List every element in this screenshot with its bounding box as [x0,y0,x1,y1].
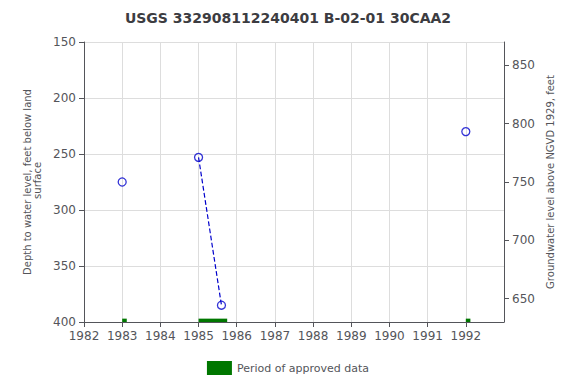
svg-text:350: 350 [53,259,76,273]
svg-text:1988: 1988 [298,329,329,343]
svg-text:150: 150 [53,35,76,49]
svg-text:1986: 1986 [221,329,252,343]
svg-text:USGS 332908112240401 B-02-01 3: USGS 332908112240401 B-02-01 30CAA2 [125,10,451,26]
svg-text:Depth to water level, feet bel: Depth to water level, feet below land [21,89,33,275]
svg-text:650: 650 [512,292,535,306]
svg-text:700: 700 [512,233,535,247]
svg-text:1983: 1983 [107,329,138,343]
svg-text:1987: 1987 [260,329,291,343]
svg-text:200: 200 [53,91,76,105]
svg-text:800: 800 [512,117,535,131]
svg-text:1985: 1985 [183,329,214,343]
svg-text:1992: 1992 [451,329,482,343]
svg-text:850: 850 [512,58,535,72]
svg-text:1989: 1989 [336,329,367,343]
svg-text:1990: 1990 [374,329,405,343]
svg-text:surface: surface [32,162,43,202]
svg-text:1982: 1982 [69,329,100,343]
svg-text:1991: 1991 [412,329,443,343]
svg-text:400: 400 [53,315,76,329]
svg-text:1984: 1984 [145,329,176,343]
svg-text:Groundwater level above NGVD 1: Groundwater level above NGVD 1929, feet [545,75,556,289]
svg-text:300: 300 [53,203,76,217]
svg-text:250: 250 [53,147,76,161]
svg-text:Period of approved data: Period of approved data [237,362,369,375]
svg-text:750: 750 [512,175,535,189]
